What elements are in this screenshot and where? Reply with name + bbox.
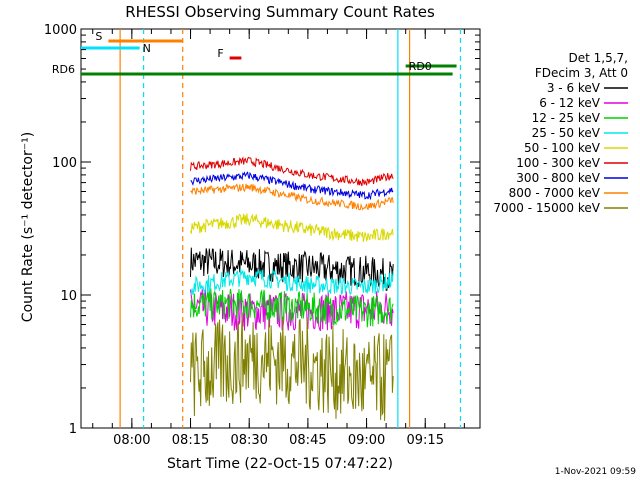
x-axis-label: Start Time (22-Oct-15 07:47:22) bbox=[167, 456, 393, 472]
x-tick-label: 08:00 bbox=[113, 433, 150, 448]
x-tick-label: 08:45 bbox=[289, 433, 326, 448]
chart-title: RHESSI Observing Summary Count Rates bbox=[125, 3, 435, 21]
state-label-n: N bbox=[143, 42, 151, 55]
legend-header-2: FDecim 3, Att 0 bbox=[535, 66, 628, 80]
x-axis: 08:00 08:15 08:30 08:45 09:00 09:15 bbox=[92, 29, 465, 448]
x-tick-label: 08:30 bbox=[230, 433, 267, 448]
series-line-9 bbox=[190, 312, 394, 421]
y-tick-label: 1 bbox=[69, 422, 77, 437]
x-tick-label: 08:15 bbox=[172, 433, 209, 448]
series-line-3 bbox=[190, 288, 394, 328]
x-tick-label: 09:15 bbox=[407, 433, 444, 448]
y-axis-label: Count Rate (s⁻¹ detector⁻¹) bbox=[20, 132, 36, 322]
legend-label-8: 800 - 7000 keV bbox=[509, 186, 601, 200]
y-tick-label: 1000 bbox=[44, 23, 77, 38]
legend-label-9: 7000 - 15000 keV bbox=[493, 201, 600, 215]
y-axis: 1 10 100 1000 bbox=[44, 23, 480, 437]
series-line-7 bbox=[190, 171, 394, 201]
legend-header-1: Det 1,5,7, bbox=[569, 51, 629, 65]
legend-label-3: 12 - 25 keV bbox=[532, 111, 601, 125]
series-line-5 bbox=[190, 213, 394, 243]
legend-label-4: 25 - 50 keV bbox=[532, 126, 601, 140]
series-line-4 bbox=[190, 268, 394, 295]
y-tick-label: 100 bbox=[52, 156, 77, 171]
plot-area: S N F RD0 RD6 bbox=[52, 28, 481, 429]
plot-frame bbox=[80, 28, 481, 429]
state-label-rd6: RD6 bbox=[52, 63, 75, 76]
series-line-6 bbox=[190, 156, 394, 187]
x-tick-label: 09:00 bbox=[348, 433, 385, 448]
state-label-f: F bbox=[217, 47, 223, 60]
legend-label-7: 300 - 800 keV bbox=[516, 171, 600, 185]
series-line-1 bbox=[190, 247, 394, 291]
legend-label-2: 6 - 12 keV bbox=[539, 96, 601, 110]
footer-timestamp: 1-Nov-2021 09:59 bbox=[555, 467, 637, 477]
state-label-rd0: RD0 bbox=[409, 60, 432, 73]
state-label-s: S bbox=[95, 30, 102, 43]
legend-label-6: 100 - 300 keV bbox=[516, 156, 600, 170]
legend-label-5: 50 - 100 keV bbox=[524, 141, 601, 155]
y-tick-label: 10 bbox=[60, 289, 77, 304]
legend-label-1: 3 - 6 keV bbox=[547, 81, 601, 95]
series-line-8 bbox=[190, 183, 394, 211]
